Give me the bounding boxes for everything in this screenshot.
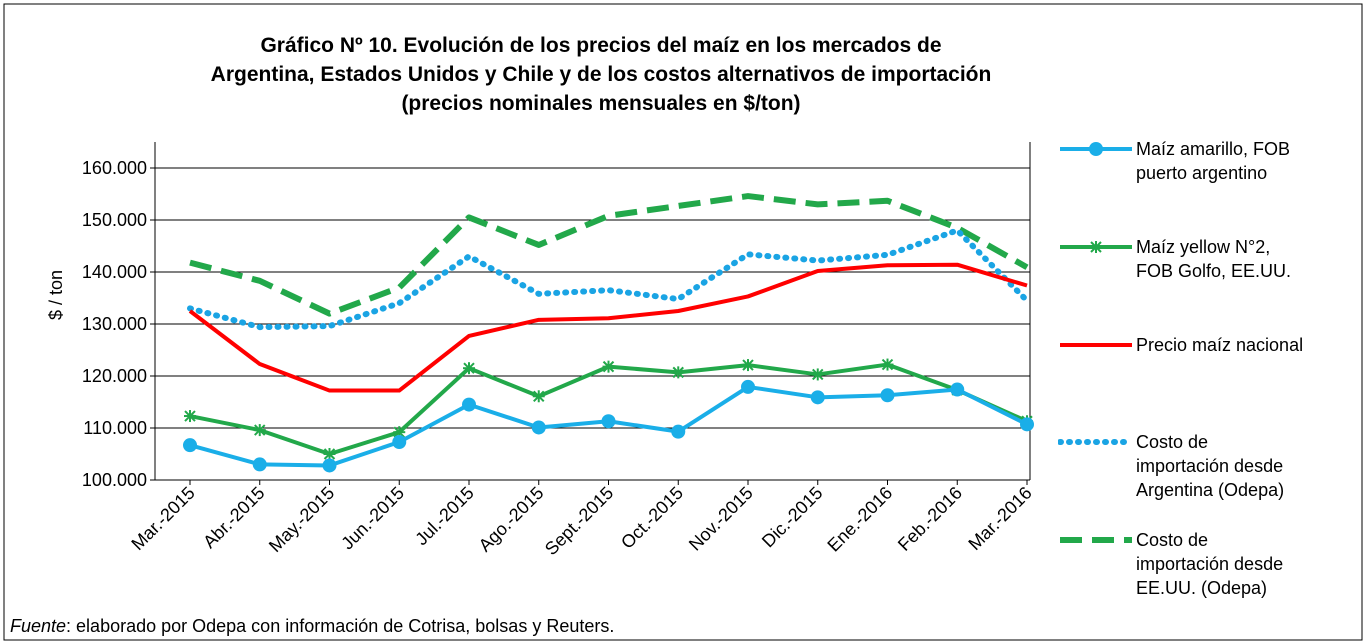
x-tick-label: Mar.-2016 bbox=[964, 483, 1035, 554]
source-text: : elaborado por Odepa con información de… bbox=[66, 616, 614, 636]
x-tick-label: Oct.-2015 bbox=[617, 483, 687, 553]
legend-swatch bbox=[1060, 537, 1132, 543]
x-tick-label: Dic.-2015 bbox=[758, 483, 827, 552]
legend-item: Maíz amarillo, FOB puerto argentino bbox=[1058, 137, 1358, 185]
legend-swatch bbox=[1060, 343, 1132, 347]
source: Fuente: elaborado por Odepa con informac… bbox=[10, 616, 614, 636]
legend-swatch bbox=[1058, 439, 1135, 445]
point bbox=[742, 359, 754, 372]
legend-label: Precio maíz nacional bbox=[1136, 335, 1304, 355]
y-axis-label: $ / ton bbox=[46, 270, 66, 320]
point bbox=[880, 388, 895, 403]
point bbox=[811, 368, 824, 381]
chart-title: (precios nominales mensuales en $/ton) bbox=[401, 92, 800, 115]
star-stroke bbox=[323, 448, 336, 460]
x-tick-label: Mar.-2015 bbox=[127, 483, 198, 554]
y-tick-label: 150.000 bbox=[82, 210, 147, 230]
legend-label: Costo de importación desde Argentina (Od… bbox=[1136, 432, 1285, 500]
x-tick-label: Jun.-2015 bbox=[337, 483, 408, 554]
series-line bbox=[187, 227, 1030, 331]
point bbox=[532, 390, 545, 403]
series-line bbox=[189, 362, 1028, 456]
legend-label: Maíz yellow N°2, FOB Golfo, EE.UU. bbox=[1136, 237, 1292, 281]
legend-item: Costo de importación desde EE.UU. (Odepa… bbox=[1058, 528, 1358, 600]
x-tick-label: Abr.-2015 bbox=[199, 483, 268, 552]
chart-title: Argentina, Estados Unidos y Chile y de l… bbox=[211, 63, 992, 86]
star-stroke bbox=[254, 424, 266, 436]
star-stroke bbox=[812, 368, 824, 381]
chart-title: Gráfico Nº 10. Evolución de los precios … bbox=[260, 34, 941, 57]
point bbox=[671, 424, 686, 439]
y-tick-label: 120.000 bbox=[82, 366, 147, 386]
star-stroke bbox=[881, 358, 894, 371]
x-tick-label: Sept.-2015 bbox=[541, 483, 617, 559]
legend-marker bbox=[1090, 241, 1102, 253]
star-stroke bbox=[533, 390, 545, 402]
star-stroke bbox=[672, 366, 684, 379]
star-stroke bbox=[463, 362, 475, 374]
point bbox=[741, 379, 755, 394]
point bbox=[602, 360, 615, 373]
point bbox=[810, 390, 825, 405]
point bbox=[184, 410, 196, 423]
point bbox=[252, 457, 267, 472]
point bbox=[253, 424, 266, 437]
x-tick-label: May.-2015 bbox=[265, 483, 338, 556]
x-tick-label: Nov.-2015 bbox=[685, 483, 757, 555]
legend-item: Costo de importación desde Argentina (Od… bbox=[1058, 430, 1358, 502]
star-stroke bbox=[184, 410, 196, 422]
point bbox=[323, 448, 336, 460]
point bbox=[183, 438, 197, 453]
series-line bbox=[188, 262, 1028, 393]
legend-swatch bbox=[1060, 142, 1132, 156]
frame bbox=[3, 3, 1363, 641]
star-stroke bbox=[393, 426, 405, 438]
legend-marker bbox=[1089, 142, 1103, 156]
point bbox=[463, 362, 475, 375]
x-tick-label: Feb.-2016 bbox=[894, 483, 966, 555]
point bbox=[601, 414, 616, 429]
star-stroke bbox=[742, 359, 754, 371]
point bbox=[462, 397, 476, 412]
point bbox=[672, 366, 685, 379]
legend-swatch bbox=[1060, 241, 1132, 253]
x-tick-label: Ene.-2016 bbox=[823, 483, 896, 556]
y-tick-label: 130.000 bbox=[82, 314, 147, 334]
x-tick-label: Ago.-2015 bbox=[475, 483, 548, 556]
legend-item: Precio maíz nacional bbox=[1058, 333, 1358, 357]
x-tick-label: Jul.-2015 bbox=[411, 483, 478, 550]
y-tick-label: 160.000 bbox=[82, 158, 147, 178]
legend-label: Maíz amarillo, FOB puerto argentino bbox=[1136, 139, 1291, 183]
y-tick-label: 140.000 bbox=[82, 262, 147, 282]
point bbox=[881, 358, 894, 371]
point bbox=[950, 382, 965, 397]
point bbox=[322, 458, 337, 473]
legend-label: Costo de importación desde EE.UU. (Odepa… bbox=[1136, 530, 1284, 598]
point bbox=[531, 420, 546, 435]
legend-item: Maíz yellow N°2, FOB Golfo, EE.UU. bbox=[1058, 235, 1358, 283]
point bbox=[392, 435, 407, 450]
point bbox=[1020, 417, 1034, 432]
star-stroke bbox=[602, 360, 615, 373]
series-line bbox=[189, 193, 1029, 317]
y-tick-label: 110.000 bbox=[83, 418, 147, 438]
y-tick-label: 100.000 bbox=[82, 470, 147, 490]
source-label: Fuente bbox=[10, 616, 66, 636]
